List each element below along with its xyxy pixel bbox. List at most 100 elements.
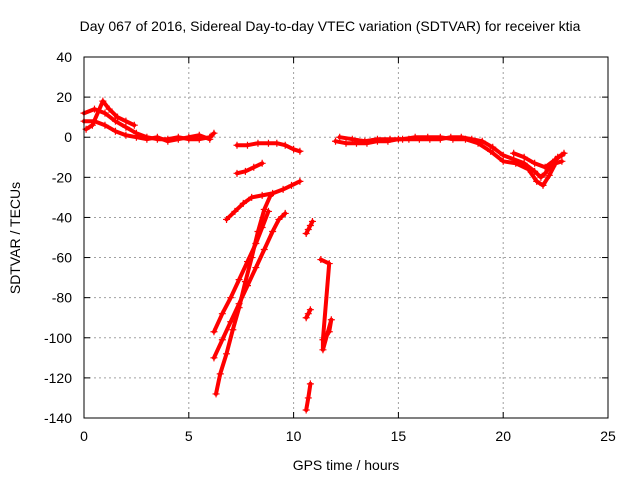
- data-point: [281, 209, 289, 217]
- data-point: [206, 135, 214, 143]
- data-point: [520, 153, 528, 161]
- data-point: [539, 181, 547, 189]
- series-trace: [318, 257, 334, 352]
- data-point: [302, 229, 310, 237]
- data-point: [90, 105, 98, 113]
- data-point: [231, 207, 239, 215]
- data-point: [325, 260, 333, 268]
- data-point: [319, 336, 327, 344]
- data-point: [296, 147, 304, 155]
- data-point: [531, 159, 539, 167]
- data-point: [229, 326, 237, 334]
- data-point: [474, 139, 482, 147]
- data-point: [239, 199, 247, 207]
- x-tick-label: 0: [80, 428, 88, 444]
- series-arc-i: [210, 207, 272, 336]
- x-tick-label: 5: [185, 428, 193, 444]
- data-point: [250, 163, 258, 171]
- y-tick-label: -80: [52, 290, 72, 306]
- data-point: [449, 135, 457, 143]
- data-point: [195, 131, 203, 139]
- data-point: [436, 133, 444, 141]
- data-point: [101, 121, 109, 129]
- data-point: [304, 394, 312, 402]
- data-point: [185, 133, 193, 141]
- data-point: [552, 155, 560, 163]
- data-point: [267, 191, 275, 199]
- y-axis-label: SDTVAR / TECUs: [7, 182, 23, 294]
- data-point: [308, 217, 316, 225]
- data-point: [258, 223, 266, 231]
- data-point: [302, 406, 310, 414]
- data-point: [243, 282, 251, 290]
- x-axis-label: GPS time / hours: [293, 457, 400, 473]
- y-tick-label: -20: [52, 169, 72, 185]
- data-point: [275, 215, 283, 223]
- data-point: [243, 141, 251, 149]
- x-tick-label: 10: [286, 428, 302, 444]
- x-tick-label: 25: [600, 428, 616, 444]
- data-point: [348, 135, 356, 143]
- data-point: [273, 139, 281, 147]
- data-point: [373, 135, 381, 143]
- data-point: [210, 129, 218, 137]
- data-point: [296, 177, 304, 185]
- data-point: [306, 380, 314, 388]
- data-point: [304, 310, 312, 318]
- data-point: [461, 135, 469, 143]
- series-arc-j: [302, 380, 314, 414]
- series-trace: [304, 219, 315, 236]
- data-point: [317, 256, 325, 264]
- data-point: [545, 171, 553, 179]
- data-point: [325, 328, 333, 336]
- data-point: [248, 193, 256, 201]
- data-point: [143, 135, 151, 143]
- x-tick-label: 20: [495, 428, 511, 444]
- data-point: [260, 246, 268, 254]
- data-point: [302, 314, 310, 322]
- data-point: [489, 143, 497, 151]
- data-point: [290, 145, 298, 153]
- data-point: [252, 264, 260, 272]
- data-point: [319, 346, 327, 354]
- data-point: [258, 159, 266, 167]
- data-marks: [80, 97, 568, 414]
- data-point: [122, 123, 130, 131]
- data-point: [537, 173, 545, 181]
- data-point: [233, 169, 241, 177]
- data-point: [541, 163, 549, 171]
- data-point: [281, 141, 289, 149]
- data-point: [114, 113, 122, 121]
- data-point: [269, 227, 277, 235]
- series-trace: [212, 209, 271, 334]
- data-point: [111, 117, 119, 125]
- data-point: [304, 225, 312, 233]
- y-tick-label: -140: [44, 410, 72, 426]
- data-point: [111, 127, 119, 135]
- data-point: [153, 133, 161, 141]
- data-point: [424, 133, 432, 141]
- y-tick-label: -100: [44, 330, 72, 346]
- data-point: [101, 109, 109, 117]
- data-point: [533, 177, 541, 185]
- data-point: [241, 167, 249, 175]
- data-point: [216, 370, 224, 378]
- series-arc-o: [336, 133, 566, 189]
- axis-ticks: 0 5 10 15 20 25 -140 -120 -100 -80 -60 -40 -20 0 20 40: [44, 49, 616, 444]
- data-point: [88, 121, 96, 129]
- y-tick-label: 20: [56, 89, 72, 105]
- data-point: [499, 151, 507, 159]
- data-point: [510, 149, 518, 157]
- data-point: [399, 135, 407, 143]
- data-point: [235, 300, 243, 308]
- data-point: [411, 133, 419, 141]
- series-arc-d: [233, 139, 304, 155]
- series-trace: [212, 211, 288, 360]
- data-point: [122, 117, 130, 125]
- data-point: [264, 139, 272, 147]
- data-point: [233, 141, 241, 149]
- data-point: [227, 318, 235, 326]
- data-point: [332, 137, 340, 145]
- series-arc-h: [210, 209, 289, 362]
